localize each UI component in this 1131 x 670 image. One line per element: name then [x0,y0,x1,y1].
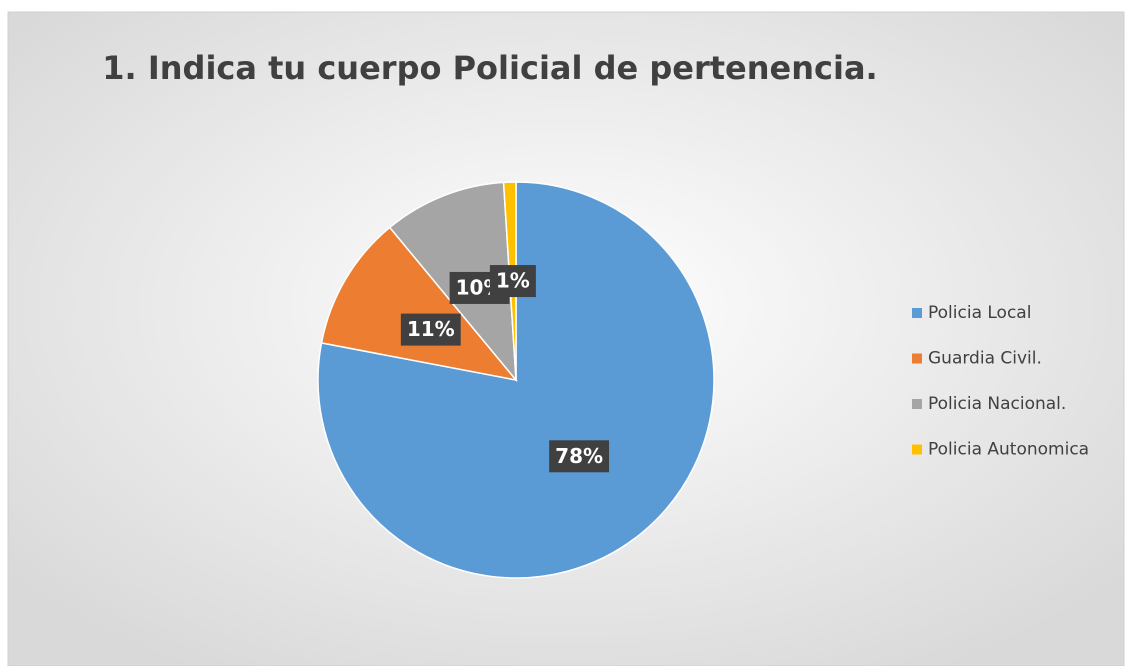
legend-swatch [912,353,922,364]
data-label-box [549,440,610,473]
legend-swatch [912,308,922,318]
pie-slice [320,226,518,382]
data-label: 1% [489,265,536,298]
data-label-text: 11% [407,317,455,341]
data-label: 78% [549,440,610,473]
chart-title: 1. Indica tu cuerpo Policial de pertenen… [102,49,877,87]
data-label-text: 1% [496,269,530,293]
data-label-box [400,313,461,346]
legend-label: Policia Local [928,303,1031,323]
legend-label: Guardia Civil. [928,349,1042,369]
legend-label: Policia Autonomica [928,440,1089,460]
data-label-box [489,265,536,298]
data-label: 11% [400,313,461,346]
legend-label: Policia Nacional. [928,394,1066,414]
legend-swatch [912,399,922,409]
pie-slice [317,181,715,579]
legend-swatch [912,444,922,455]
data-label-text: 78% [555,444,603,468]
